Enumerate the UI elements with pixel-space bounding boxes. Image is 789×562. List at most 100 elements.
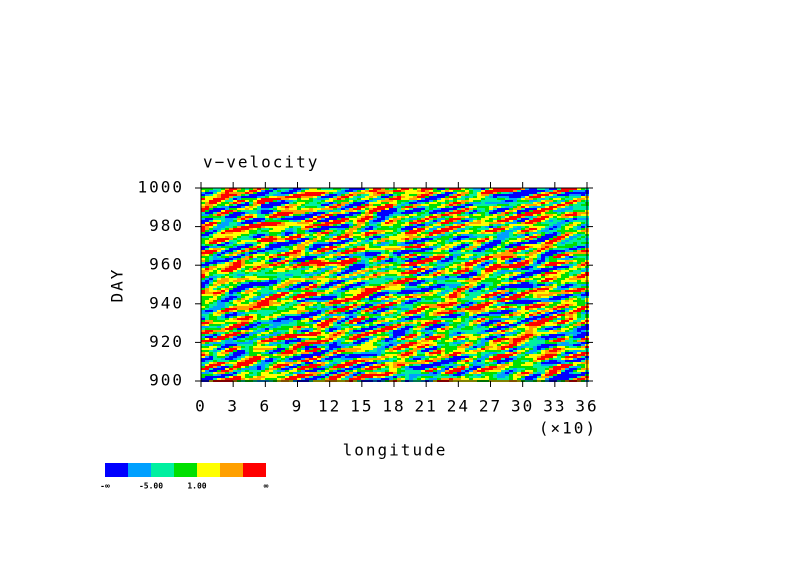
field-cell [449, 232, 453, 234]
field-cell [437, 198, 441, 200]
field-cell [517, 200, 521, 202]
field-cell [313, 212, 317, 214]
field-cell [397, 220, 401, 222]
field-cell [393, 218, 397, 220]
field-cell [349, 216, 353, 218]
field-cell [497, 198, 501, 200]
field-cell [537, 248, 541, 250]
field-cell [305, 196, 309, 198]
field-cell [305, 278, 309, 280]
field-cell [217, 288, 221, 290]
field-cell [481, 264, 485, 266]
field-cell [289, 264, 293, 266]
field-cell [349, 282, 353, 284]
field-cell [205, 278, 209, 280]
field-cell [397, 218, 401, 220]
field-cell [445, 278, 449, 280]
field-cell [365, 200, 369, 202]
field-cell [497, 274, 501, 276]
field-cell [465, 208, 469, 210]
field-cell [553, 276, 557, 278]
field-cell [525, 224, 529, 226]
field-cell [205, 226, 209, 228]
field-cell [385, 252, 389, 254]
field-cell [213, 220, 217, 222]
field-cell [257, 188, 261, 190]
field-cell [429, 232, 433, 234]
field-cell [233, 228, 237, 230]
field-cell [541, 258, 545, 260]
field-cell [317, 234, 321, 236]
field-cell [213, 196, 217, 198]
field-cell [409, 286, 413, 288]
field-cell [237, 252, 241, 254]
field-cell [405, 194, 409, 196]
field-cell [321, 284, 325, 286]
field-cell [233, 246, 237, 248]
field-cell [453, 262, 457, 264]
field-cell [429, 268, 433, 270]
field-cell [461, 258, 465, 260]
field-cell [437, 204, 441, 206]
field-cell [389, 270, 393, 272]
field-cell [457, 190, 461, 192]
field-cell [289, 288, 293, 290]
field-cell [409, 288, 413, 290]
field-cell [369, 242, 373, 244]
field-cell [561, 236, 565, 238]
field-cell [545, 236, 549, 238]
field-cell [405, 220, 409, 222]
field-cell [209, 222, 213, 224]
field-cell [361, 226, 365, 228]
field-cell [321, 214, 325, 216]
field-cell [289, 216, 293, 218]
field-cell [401, 268, 405, 270]
field-cell [397, 224, 401, 226]
field-cell [249, 188, 253, 190]
field-cell [525, 196, 529, 198]
field-cell [285, 242, 289, 244]
field-cell [461, 248, 465, 250]
field-cell [421, 268, 425, 270]
field-cell [405, 272, 409, 274]
field-cell [313, 198, 317, 200]
field-cell [473, 208, 477, 210]
field-cell [465, 270, 469, 272]
field-cell [293, 246, 297, 248]
field-cell [505, 264, 509, 266]
field-cell [217, 284, 221, 286]
field-cell [401, 220, 405, 222]
field-cell [341, 226, 345, 228]
field-cell [545, 220, 549, 222]
field-cell [489, 224, 493, 226]
field-cell [337, 244, 341, 246]
field-cell [357, 246, 361, 248]
field-cell [253, 208, 257, 210]
field-cell [437, 224, 441, 226]
field-cell [581, 272, 585, 274]
field-cell [529, 254, 533, 256]
field-cell [473, 282, 477, 284]
field-cell [525, 282, 529, 284]
field-cell [457, 248, 461, 250]
field-cell [565, 206, 569, 208]
field-cell [253, 212, 257, 214]
field-cell [549, 190, 553, 192]
field-cell [257, 222, 261, 224]
field-cell [409, 214, 413, 216]
field-cell [305, 208, 309, 210]
field-cell [213, 282, 217, 284]
field-cell [521, 254, 525, 256]
field-cell [497, 288, 501, 290]
field-cell [265, 276, 269, 278]
field-cell [229, 250, 233, 252]
field-cell [509, 274, 513, 276]
field-cell [237, 208, 241, 210]
field-cell [509, 258, 513, 260]
field-cell [377, 210, 381, 212]
field-cell [545, 210, 549, 212]
field-cell [421, 284, 425, 286]
field-cell [417, 200, 421, 202]
field-cell [353, 228, 357, 230]
field-cell [221, 282, 225, 284]
